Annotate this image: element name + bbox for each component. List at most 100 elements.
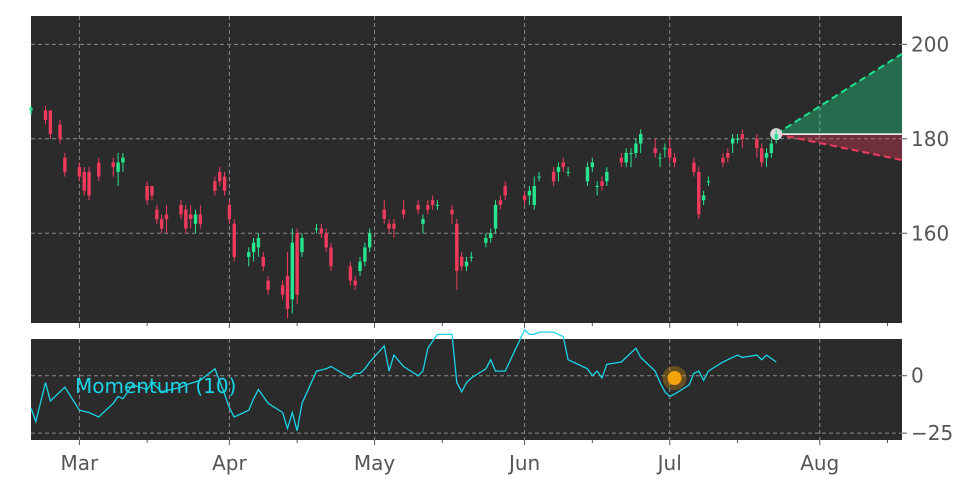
candle-body xyxy=(755,138,759,149)
candle-2021-06-09 xyxy=(561,157,565,172)
candle-2021-03-19 xyxy=(164,204,169,234)
candle-2021-06-03 xyxy=(532,176,536,210)
candle-body xyxy=(300,237,304,253)
candle-body xyxy=(484,237,488,243)
candle-body xyxy=(697,171,701,215)
candle-body xyxy=(150,186,154,196)
candle-2021-07-01 xyxy=(668,138,672,163)
candle-2021-07-09 xyxy=(706,176,711,187)
candle-body xyxy=(319,228,324,234)
candle-2021-05-19 xyxy=(459,252,464,272)
candle-body xyxy=(624,152,628,163)
candle-body xyxy=(774,134,778,139)
candle-2021-05-21 xyxy=(469,252,474,262)
candle-body xyxy=(48,110,53,135)
candle-2021-04-05 xyxy=(247,247,251,267)
candle-body xyxy=(164,214,169,220)
candle-body xyxy=(740,134,745,139)
candle-body xyxy=(251,242,256,253)
candle-2021-04-14 xyxy=(290,228,294,314)
candle-2021-04-12 xyxy=(280,280,285,300)
candle-2021-06-24 xyxy=(634,138,638,158)
candle-2021-04-15 xyxy=(295,228,299,305)
candle-2021-07-20 xyxy=(759,143,764,168)
candle-2021-04-27 xyxy=(353,275,357,290)
candle-2021-05-28 xyxy=(503,181,507,201)
candle-2021-05-10 xyxy=(416,200,420,215)
momentum-tick-label: 0 xyxy=(911,364,924,388)
candle-body xyxy=(730,138,735,144)
candle-2021-05-07 xyxy=(401,200,406,220)
candle-2021-04-21 xyxy=(324,228,328,253)
candle-body xyxy=(430,200,435,205)
candle-body xyxy=(726,152,730,158)
candle-2021-04-06 xyxy=(251,237,256,262)
candle-body xyxy=(556,167,561,172)
candle-2021-06-04 xyxy=(537,171,541,182)
candle-body xyxy=(77,167,82,177)
candle-body xyxy=(348,266,353,281)
candle-body xyxy=(179,204,183,215)
date-tick-label: Mar xyxy=(61,451,100,475)
price-panel-grid xyxy=(31,16,902,323)
candle-body xyxy=(314,228,319,230)
candle-2021-03-02 xyxy=(82,167,86,196)
price-tick-label: 200 xyxy=(911,32,949,56)
candle-body xyxy=(363,247,367,262)
candle-body xyxy=(605,171,609,182)
candle-2021-05-25 xyxy=(488,228,493,243)
candle-2021-03-25 xyxy=(193,209,198,234)
date-tick-label: Aug xyxy=(800,451,839,475)
candle-body xyxy=(29,108,33,111)
candle-2021-03-30 xyxy=(218,167,222,187)
candle-body xyxy=(469,256,474,258)
candle-2021-07-19 xyxy=(755,134,759,158)
candle-2021-02-26 xyxy=(63,152,67,177)
candle-2021-07-02 xyxy=(672,152,677,168)
candle-body xyxy=(551,171,556,182)
momentum-highlight-point xyxy=(667,371,682,386)
candle-2021-05-14 xyxy=(435,200,440,210)
candle-body xyxy=(198,214,203,224)
candle-2021-02-19 xyxy=(29,105,33,116)
candle-body xyxy=(58,124,62,139)
momentum-line xyxy=(30,328,777,431)
candle-2021-06-21 xyxy=(619,152,624,168)
candle-2021-07-14 xyxy=(730,134,735,153)
candle-body xyxy=(382,209,386,220)
forecast-cone xyxy=(770,52,903,162)
candle-2021-03-29 xyxy=(213,176,217,196)
candle-body xyxy=(764,152,769,158)
price-panel-x-ticks xyxy=(78,323,888,443)
momentum-axis: 0 −25 xyxy=(902,364,953,445)
price-axis: 160 180 200 xyxy=(902,32,949,245)
candle-2021-05-24 xyxy=(484,233,488,248)
momentum-tick-label: −25 xyxy=(911,421,953,445)
candle-body xyxy=(261,256,265,267)
candle-2021-03-22 xyxy=(179,200,183,220)
candle-body xyxy=(232,223,236,257)
candle-body xyxy=(63,157,67,172)
candle-body xyxy=(145,186,149,201)
candle-2021-05-12 xyxy=(426,200,430,215)
candle-body xyxy=(566,171,570,173)
candle-2021-04-30 xyxy=(368,228,372,253)
candle-2021-04-16 xyxy=(300,233,304,257)
candle-2021-07-06 xyxy=(692,157,696,177)
candle-2021-06-22 xyxy=(624,148,628,168)
candle-2021-07-16 xyxy=(740,129,745,149)
candle-body xyxy=(116,162,120,172)
candle-body xyxy=(280,285,285,295)
forecast-upper-line xyxy=(775,52,903,135)
candle-2021-06-23 xyxy=(629,148,633,168)
candle-body xyxy=(459,256,464,267)
candle-2021-04-22 xyxy=(329,242,333,272)
candle-2021-05-17 xyxy=(450,204,454,224)
price-panel-background xyxy=(31,16,902,323)
candle-body xyxy=(493,204,498,229)
candle-body xyxy=(706,181,711,183)
candle-body xyxy=(358,261,362,272)
candle-body xyxy=(537,176,541,178)
candle-2021-05-04 xyxy=(387,219,391,234)
candle-2021-06-10 xyxy=(566,167,570,177)
